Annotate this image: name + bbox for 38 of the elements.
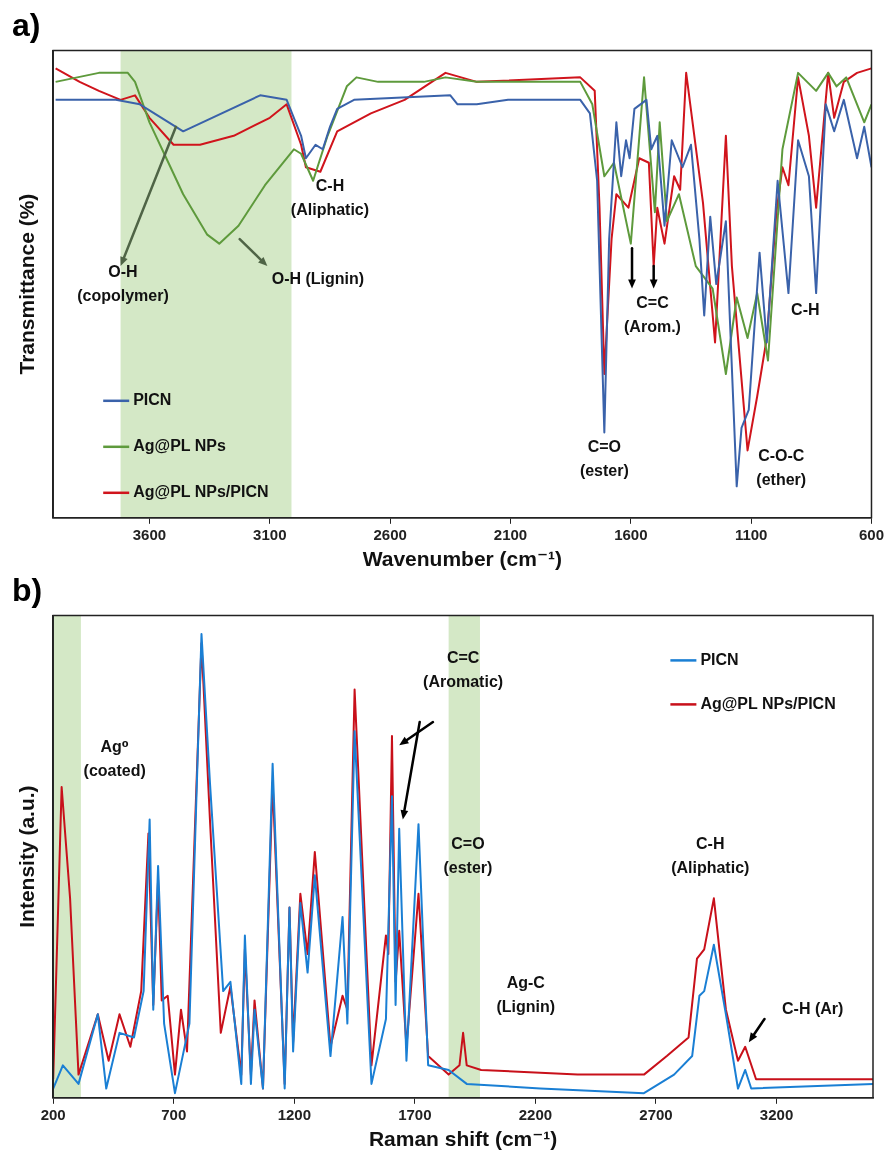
legend-label: Ag@PL NPs/PICN xyxy=(700,694,836,712)
annotation: C=O (ester) xyxy=(579,437,629,479)
annotation: C=C (Arom.) xyxy=(624,293,681,335)
annotation: C-H (Aliphatic) xyxy=(671,835,750,877)
annotation: O-H (Lignin) xyxy=(271,270,365,288)
x-tick-label: 1700 xyxy=(398,1105,432,1123)
y-axis-title: Intensity (a.u.) xyxy=(15,785,39,928)
annotation: C-H (Ar) xyxy=(782,1000,844,1018)
chart-title: a) xyxy=(12,7,41,44)
x-tick-label: 3100 xyxy=(253,525,287,543)
x-axis-title: Raman shift (cm⁻¹) xyxy=(368,1127,558,1151)
annotation: C-H (Aliphatic) xyxy=(290,177,370,219)
annotation: C=O (ester) xyxy=(443,835,493,877)
x-tick-label: 2600 xyxy=(373,525,407,543)
legend-label: Ag@PL NPs/PICN xyxy=(133,483,269,501)
x-tick-label: 200 xyxy=(40,1105,66,1123)
annotation: C-H xyxy=(791,301,820,319)
x-axis-title: Wavenumber (cm⁻¹) xyxy=(362,547,563,571)
annotation: O-H (copolymer) xyxy=(77,262,169,304)
chart-title: b) xyxy=(12,572,43,609)
annotation: C-O-C (ether) xyxy=(756,446,807,488)
x-tick-label: 700 xyxy=(161,1105,187,1123)
x-tick-label: 1100 xyxy=(734,525,768,543)
x-tick-label: 2200 xyxy=(518,1105,553,1123)
annotation: C=C (Aromatic) xyxy=(423,649,504,691)
legend-label: Ag@PL NPs xyxy=(133,437,226,455)
y-axis-title: Transmittance (%) xyxy=(15,193,39,375)
x-tick-label: 2700 xyxy=(639,1105,673,1123)
annotation: Ag-C (Lignin) xyxy=(496,974,556,1016)
x-tick-label: 1600 xyxy=(614,525,648,543)
x-tick-label: 2100 xyxy=(493,525,528,543)
annotation: Ag⁰ (coated) xyxy=(83,737,146,779)
x-tick-label: 3200 xyxy=(759,1105,794,1123)
legend-label: PICN xyxy=(133,391,172,409)
x-tick-label: 600 xyxy=(858,525,884,543)
legend-label: PICN xyxy=(700,650,739,668)
x-tick-label: 3600 xyxy=(132,525,167,543)
x-tick-label: 1200 xyxy=(277,1105,312,1123)
